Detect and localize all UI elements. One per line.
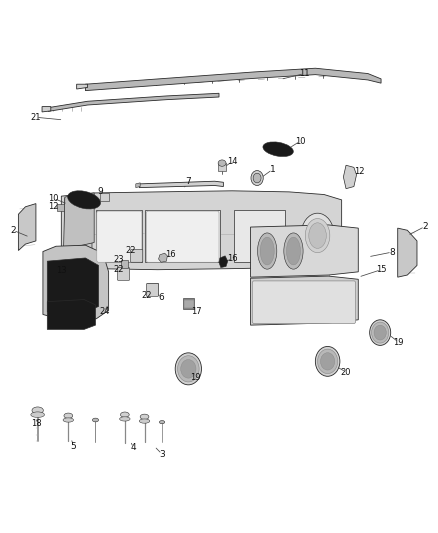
Ellipse shape xyxy=(63,418,74,422)
Polygon shape xyxy=(64,193,94,252)
Polygon shape xyxy=(159,253,167,262)
Ellipse shape xyxy=(175,353,201,385)
Text: 16: 16 xyxy=(227,254,237,263)
Ellipse shape xyxy=(258,233,277,269)
Ellipse shape xyxy=(32,407,43,414)
Ellipse shape xyxy=(159,421,165,424)
Text: 5: 5 xyxy=(71,442,77,450)
Polygon shape xyxy=(136,183,140,188)
Text: 6: 6 xyxy=(158,293,164,302)
FancyBboxPatch shape xyxy=(146,211,219,262)
Text: 19: 19 xyxy=(393,338,404,346)
Polygon shape xyxy=(47,258,99,312)
Polygon shape xyxy=(42,107,51,112)
Ellipse shape xyxy=(309,223,326,248)
Polygon shape xyxy=(65,196,92,265)
Polygon shape xyxy=(48,93,219,111)
Text: 1: 1 xyxy=(269,165,276,174)
Bar xyxy=(234,210,285,262)
Ellipse shape xyxy=(260,237,274,265)
Text: 18: 18 xyxy=(31,419,41,428)
Text: 12: 12 xyxy=(354,167,364,176)
Text: 14: 14 xyxy=(227,157,237,166)
Text: 8: 8 xyxy=(389,248,395,256)
Text: 20: 20 xyxy=(341,368,351,376)
Ellipse shape xyxy=(263,142,293,157)
Ellipse shape xyxy=(374,325,386,340)
Ellipse shape xyxy=(371,322,389,343)
Ellipse shape xyxy=(286,237,300,265)
Polygon shape xyxy=(77,84,88,89)
Polygon shape xyxy=(219,256,228,268)
Ellipse shape xyxy=(321,353,335,370)
Text: 22: 22 xyxy=(113,265,124,273)
Text: 2: 2 xyxy=(11,226,16,235)
Bar xyxy=(121,260,128,268)
Text: 3: 3 xyxy=(159,450,165,458)
Text: 22: 22 xyxy=(125,246,136,255)
Bar xyxy=(100,193,109,201)
Polygon shape xyxy=(18,204,36,251)
Bar xyxy=(183,298,194,309)
Ellipse shape xyxy=(31,412,45,417)
Polygon shape xyxy=(398,228,417,277)
Ellipse shape xyxy=(318,349,338,374)
Polygon shape xyxy=(139,181,223,188)
Text: 15: 15 xyxy=(376,265,386,274)
Text: 21: 21 xyxy=(31,113,41,122)
Ellipse shape xyxy=(181,360,196,378)
Text: 10: 10 xyxy=(295,137,305,146)
Polygon shape xyxy=(251,276,358,325)
Text: 24: 24 xyxy=(99,308,110,316)
Ellipse shape xyxy=(120,412,129,417)
Polygon shape xyxy=(43,245,109,321)
Ellipse shape xyxy=(140,414,149,419)
Text: 2: 2 xyxy=(422,222,427,231)
FancyBboxPatch shape xyxy=(97,211,142,262)
Ellipse shape xyxy=(218,160,226,166)
Polygon shape xyxy=(47,300,95,329)
Text: 13: 13 xyxy=(56,266,67,275)
Text: 4: 4 xyxy=(131,443,136,452)
Text: 7: 7 xyxy=(185,177,191,185)
FancyBboxPatch shape xyxy=(117,268,130,280)
Ellipse shape xyxy=(284,233,303,269)
Ellipse shape xyxy=(64,413,73,418)
Bar xyxy=(96,210,142,262)
Polygon shape xyxy=(343,165,357,189)
Polygon shape xyxy=(85,68,381,91)
Text: 12: 12 xyxy=(48,202,59,211)
FancyBboxPatch shape xyxy=(252,281,356,324)
Ellipse shape xyxy=(370,320,391,345)
Ellipse shape xyxy=(67,191,101,209)
Bar xyxy=(147,283,158,295)
Bar xyxy=(57,204,64,211)
Text: 19: 19 xyxy=(190,374,200,382)
Ellipse shape xyxy=(305,219,330,253)
Bar xyxy=(145,210,220,262)
Text: 11: 11 xyxy=(299,69,310,78)
Bar xyxy=(218,163,226,171)
Bar xyxy=(184,300,194,308)
Ellipse shape xyxy=(177,356,199,382)
Polygon shape xyxy=(251,225,358,277)
Ellipse shape xyxy=(251,171,263,185)
Ellipse shape xyxy=(253,173,261,183)
Text: 16: 16 xyxy=(166,250,176,259)
Ellipse shape xyxy=(139,419,150,423)
Text: 22: 22 xyxy=(141,292,152,300)
Ellipse shape xyxy=(120,417,130,421)
FancyBboxPatch shape xyxy=(131,249,143,262)
FancyBboxPatch shape xyxy=(146,284,159,296)
Text: 23: 23 xyxy=(113,255,124,264)
Text: 17: 17 xyxy=(191,307,201,316)
Ellipse shape xyxy=(301,213,334,258)
Ellipse shape xyxy=(315,346,340,376)
Text: 10: 10 xyxy=(48,194,59,203)
Text: 9: 9 xyxy=(97,187,103,196)
Ellipse shape xyxy=(92,418,99,422)
Polygon shape xyxy=(61,191,342,270)
